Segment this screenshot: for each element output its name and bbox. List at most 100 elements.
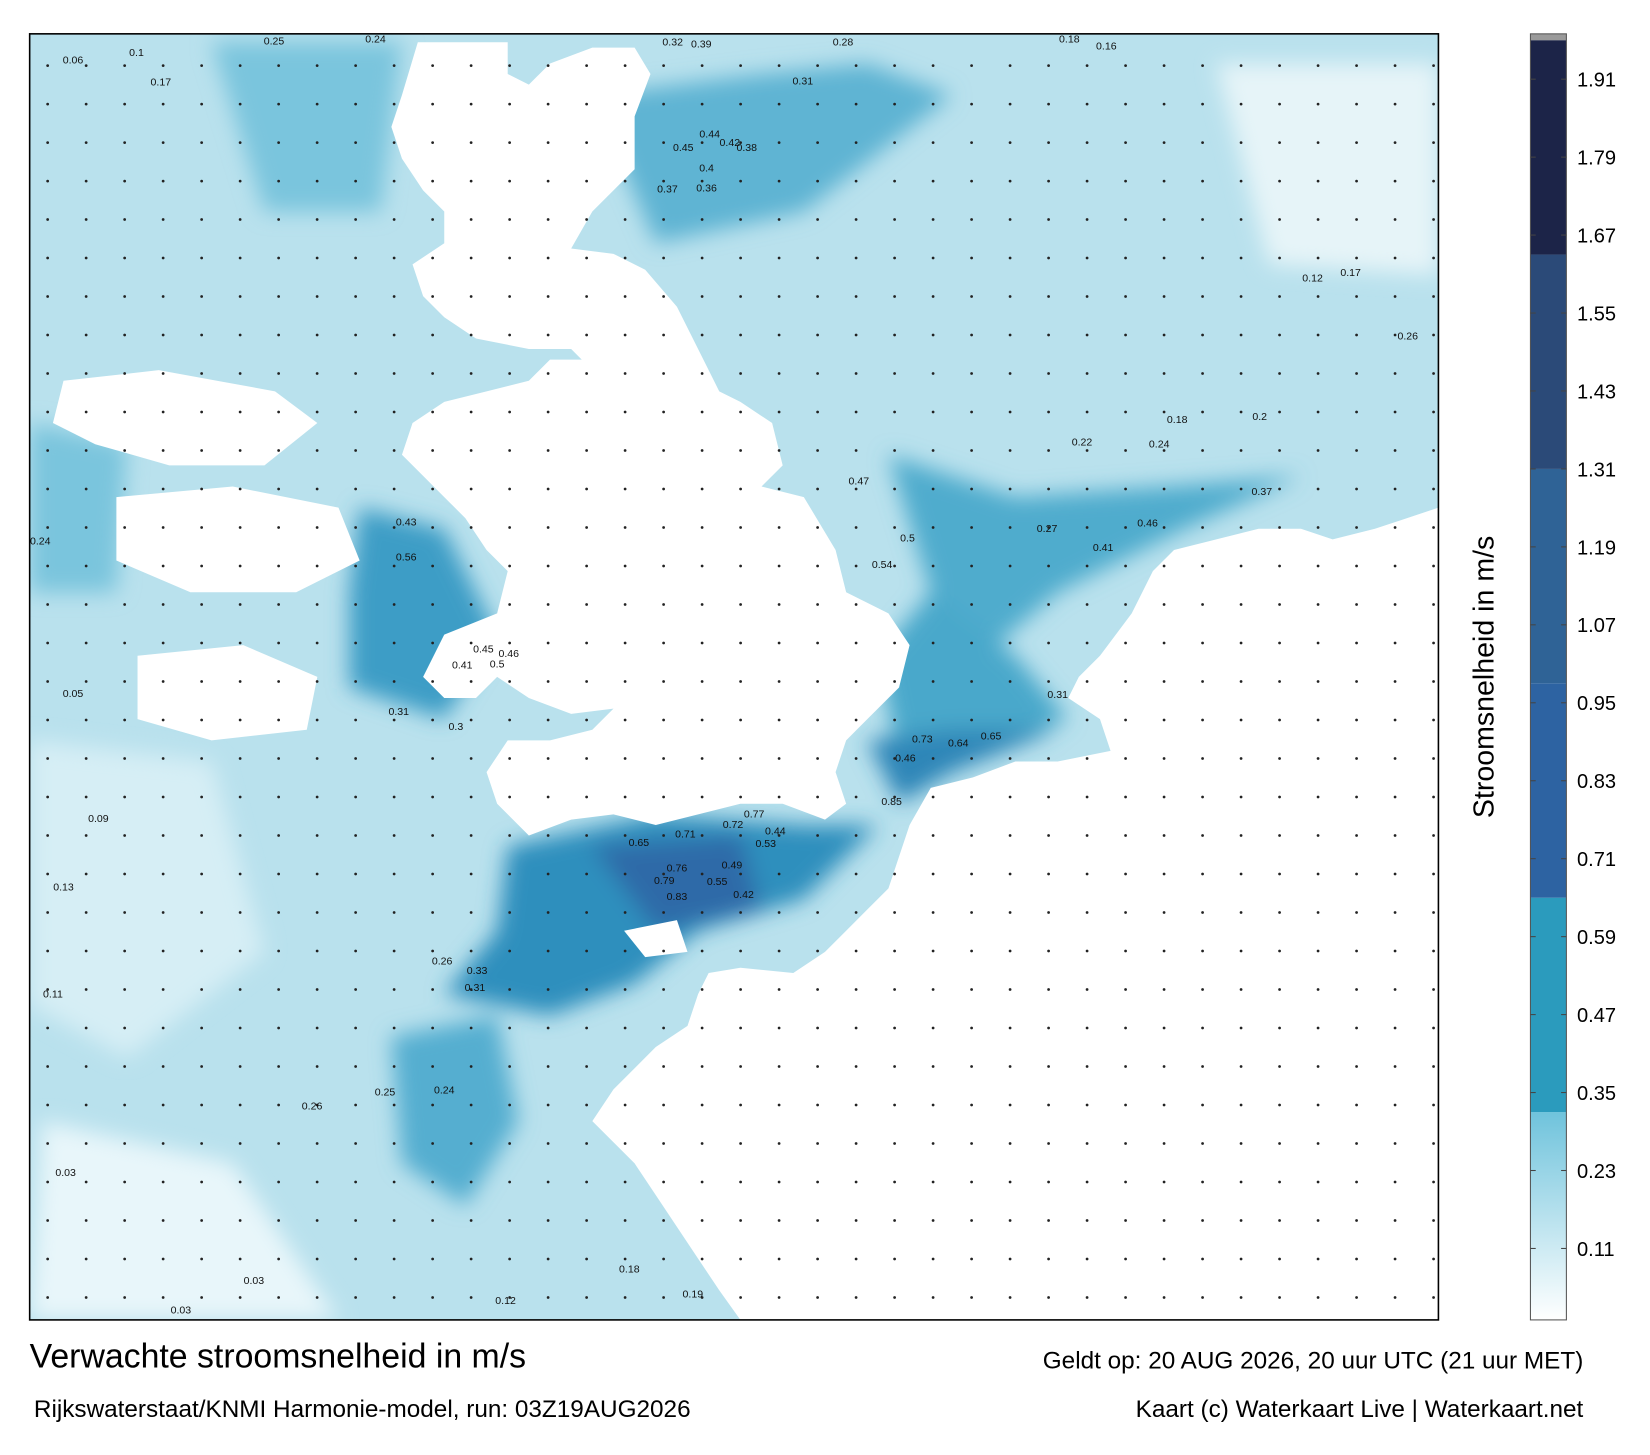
grid-dot <box>1124 1103 1127 1107</box>
grid-dot <box>623 1103 627 1107</box>
grid-dot <box>315 1180 319 1184</box>
grid-dot <box>431 449 434 452</box>
grid-dot <box>123 872 127 876</box>
grid-dot <box>123 641 127 645</box>
grid-dot <box>970 410 973 414</box>
grid-dot <box>777 1257 781 1261</box>
grid-dot <box>123 1103 127 1107</box>
grid-dot <box>739 256 742 260</box>
grid-dot <box>623 988 627 991</box>
grid-dot <box>739 102 742 106</box>
grid-dot <box>1355 487 1358 491</box>
grid-dot <box>1008 1219 1012 1222</box>
grid-dot <box>585 1219 588 1222</box>
grid-dot <box>1393 834 1397 837</box>
grid-dot <box>200 911 204 914</box>
grid-dot <box>816 410 819 414</box>
colorbar-tick-label: 1.19 <box>1577 537 1616 559</box>
grid-dot <box>469 256 473 260</box>
grid-dot <box>700 372 704 375</box>
grid-dot <box>1239 526 1243 529</box>
grid-dot <box>1162 487 1166 491</box>
grid-dot <box>46 1065 50 1068</box>
grid-dot <box>354 949 358 953</box>
grid-dot <box>700 218 704 221</box>
grid-dot <box>1239 1296 1243 1299</box>
grid-dot <box>1316 949 1320 953</box>
grid-dot <box>123 1257 127 1261</box>
grid-dot <box>931 333 935 337</box>
grid-dot <box>123 218 127 221</box>
grid-dot <box>123 795 127 799</box>
grid-dot <box>816 911 819 914</box>
grid-dot <box>1085 372 1089 375</box>
grid-dot <box>816 333 819 337</box>
grid-dot <box>200 988 204 991</box>
grid-dot <box>931 410 935 414</box>
grid-dot <box>46 757 50 760</box>
grid-dot <box>1432 526 1435 529</box>
grid-dot <box>662 102 665 106</box>
grid-dot <box>1124 757 1127 760</box>
grid-dot <box>238 1257 242 1261</box>
map-frame <box>28 33 1440 1321</box>
grid-dot <box>200 834 204 837</box>
grid-dot <box>84 872 88 876</box>
grid-dot <box>585 949 588 953</box>
grid-dot <box>1393 102 1397 106</box>
grid-dot <box>161 949 165 953</box>
grid-dot <box>546 449 550 452</box>
grid-dot <box>46 680 50 683</box>
colorbar-frame <box>1529 33 1567 1321</box>
current-label: 0.79 <box>654 875 675 887</box>
grid-dot <box>469 141 473 144</box>
grid-dot <box>700 1257 704 1261</box>
grid-dot <box>1047 603 1050 606</box>
grid-dot <box>200 64 204 67</box>
grid-dot <box>123 410 127 414</box>
grid-dot <box>469 372 473 375</box>
grid-dot <box>200 141 204 144</box>
grid-dot <box>238 949 242 953</box>
grid-dot <box>777 988 781 991</box>
grid-dot <box>1316 988 1320 991</box>
grid-dot <box>1124 1219 1127 1222</box>
grid-dot <box>816 641 819 645</box>
grid-dot <box>123 603 127 606</box>
grid-dot <box>1239 872 1243 876</box>
grid-dot <box>1162 911 1166 914</box>
grid-dot <box>46 526 50 529</box>
grid-dot <box>854 757 858 760</box>
grid-dot <box>431 141 434 144</box>
grid-dot <box>1047 295 1050 298</box>
grid-dot <box>623 1180 627 1184</box>
grid-dot <box>161 872 165 876</box>
current-label: 0.26 <box>432 956 453 968</box>
grid-dot <box>392 1257 396 1261</box>
grid-dot <box>546 1065 550 1068</box>
grid-dot <box>508 218 511 221</box>
grid-dot <box>46 333 50 337</box>
current-label: 0.19 <box>683 1289 704 1301</box>
grid-dot <box>1432 1103 1435 1107</box>
grid-dot <box>123 757 127 760</box>
grid-dot <box>1393 487 1397 491</box>
grid-dot <box>1201 449 1204 452</box>
grid-dot <box>508 1065 511 1068</box>
grid-dot <box>315 603 319 606</box>
grid-dot <box>84 410 88 414</box>
grid-dot <box>431 372 434 375</box>
grid-dot <box>1201 333 1204 337</box>
grid-dot <box>1162 410 1166 414</box>
grid-dot <box>816 680 819 683</box>
current-label: 0.55 <box>707 876 728 888</box>
grid-dot <box>1085 603 1089 606</box>
grid-dot <box>816 603 819 606</box>
grid-dot <box>238 603 242 606</box>
grid-dot <box>46 487 50 491</box>
grid-dot <box>1201 641 1204 645</box>
grid-dot <box>662 1065 665 1068</box>
grid-dot <box>662 1103 665 1107</box>
grid-dot <box>431 1103 434 1107</box>
grid-dot <box>931 64 935 67</box>
